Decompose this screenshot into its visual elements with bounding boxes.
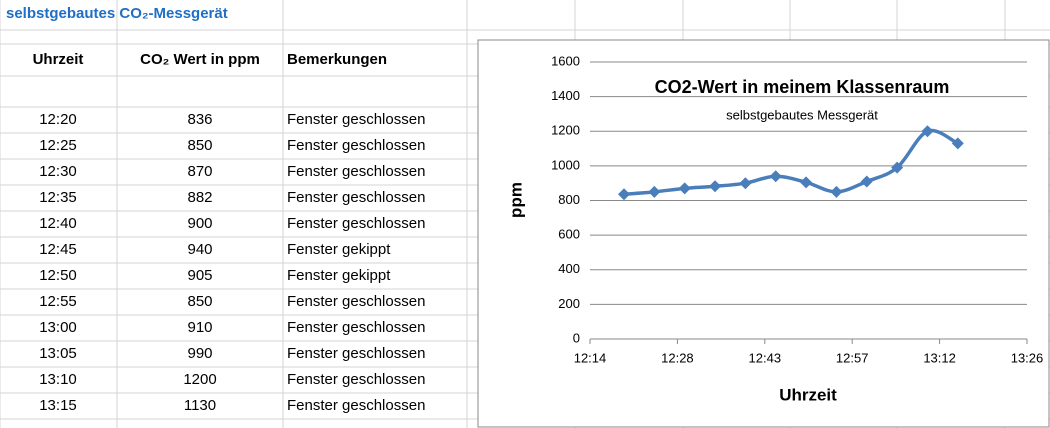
cell: Fenster geschlossen (287, 215, 425, 232)
cell: 870 (187, 163, 212, 180)
x-tick-label: 12:43 (749, 350, 782, 365)
y-tick-label: 600 (558, 227, 580, 242)
marker (800, 176, 813, 189)
y-tick-label: 1000 (551, 157, 580, 172)
cell: 12:50 (39, 267, 77, 284)
marker (739, 177, 752, 190)
cell: 13:10 (39, 371, 77, 388)
y-tick-label: 400 (558, 261, 580, 276)
marker (830, 185, 843, 198)
title-bg (612, 74, 992, 100)
cell: 900 (187, 215, 212, 232)
cell: 12:40 (39, 215, 77, 232)
y-tick-label: 800 (558, 192, 580, 207)
cell: 850 (187, 293, 212, 310)
marker (860, 175, 873, 188)
y-tick-label: 1600 (551, 53, 580, 68)
cell: 940 (187, 241, 212, 258)
x-tick-label: 13:26 (1011, 350, 1044, 365)
cell: 12:30 (39, 163, 77, 180)
cell: Fenster geschlossen (287, 137, 425, 154)
header: CO₂ Wert in ppm (140, 51, 260, 68)
chart-subtitle: selbstgebautes Messgerät (726, 107, 878, 122)
cell: 13:05 (39, 345, 77, 362)
chart-title: CO2-Wert in meinem Klassenraum (655, 77, 950, 97)
header: Bemerkungen (287, 51, 387, 68)
x-axis-label: Uhrzeit (779, 385, 837, 404)
x-tick-label: 12:28 (661, 350, 694, 365)
y-axis-label: ppm (506, 182, 525, 218)
cell: 12:35 (39, 189, 77, 206)
y-tick-label: 1400 (551, 88, 580, 103)
cell: Fenster geschlossen (287, 111, 425, 128)
cell: 12:45 (39, 241, 77, 258)
cell: Fenster geschlossen (287, 163, 425, 180)
cell: Fenster geschlossen (287, 397, 425, 414)
cell: 905 (187, 267, 212, 284)
y-tick-label: 1200 (551, 123, 580, 138)
marker (617, 188, 630, 201)
cell: 13:00 (39, 319, 77, 336)
marker (648, 185, 661, 198)
marker (678, 182, 691, 195)
marker (769, 170, 782, 183)
header: Uhrzeit (33, 51, 84, 68)
cell: Fenster geschlossen (287, 371, 425, 388)
cell: Fenster geschlossen (287, 319, 425, 336)
cell: 12:55 (39, 293, 77, 310)
cell: 990 (187, 345, 212, 362)
cell: 850 (187, 137, 212, 154)
marker (709, 180, 722, 193)
marker (921, 125, 934, 138)
cell: 836 (187, 111, 212, 128)
x-tick-label: 12:57 (836, 350, 869, 365)
marker (891, 161, 904, 174)
x-tick-label: 12:14 (574, 350, 607, 365)
y-tick-label: 200 (558, 296, 580, 311)
cell: Fenster geschlossen (287, 189, 425, 206)
cell: 12:25 (39, 137, 77, 154)
cell: 882 (187, 189, 212, 206)
chart-area (477, 39, 1050, 428)
sheet-title: selbstgebautes CO₂-Messgerät (6, 5, 228, 22)
y-tick-label: 0 (573, 330, 580, 345)
cell: Fenster gekippt (287, 267, 391, 284)
cell: Fenster geschlossen (287, 293, 425, 310)
cell: 12:20 (39, 111, 77, 128)
cell: 1200 (183, 371, 216, 388)
cell: 1130 (184, 397, 216, 414)
cell: 13:15 (39, 397, 77, 414)
cell: Fenster geschlossen (287, 345, 425, 362)
cell: Fenster gekippt (287, 241, 391, 258)
x-tick-label: 13:12 (923, 350, 956, 365)
marker (951, 137, 964, 150)
cell: 910 (187, 319, 212, 336)
